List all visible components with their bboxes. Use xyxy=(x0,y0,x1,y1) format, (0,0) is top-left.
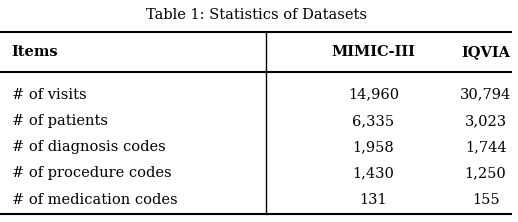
Text: 1,250: 1,250 xyxy=(465,166,507,180)
Text: 30,794: 30,794 xyxy=(460,87,511,101)
Text: 1,430: 1,430 xyxy=(353,166,394,180)
Text: # of diagnosis codes: # of diagnosis codes xyxy=(11,140,165,154)
Text: 3,023: 3,023 xyxy=(465,114,507,128)
Text: 14,960: 14,960 xyxy=(348,87,399,101)
Text: IQVIA: IQVIA xyxy=(461,45,510,59)
Text: # of medication codes: # of medication codes xyxy=(11,193,177,207)
Text: # of visits: # of visits xyxy=(11,87,86,101)
Text: # of patients: # of patients xyxy=(11,114,108,128)
Text: 6,335: 6,335 xyxy=(352,114,395,128)
Text: 1,744: 1,744 xyxy=(465,140,507,154)
Text: 1,958: 1,958 xyxy=(353,140,394,154)
Text: Items: Items xyxy=(11,45,58,59)
Text: 155: 155 xyxy=(472,193,499,207)
Text: 131: 131 xyxy=(359,193,387,207)
Text: # of procedure codes: # of procedure codes xyxy=(11,166,171,180)
Text: MIMIC-III: MIMIC-III xyxy=(332,45,415,59)
Text: Table 1: Statistics of Datasets: Table 1: Statistics of Datasets xyxy=(146,8,367,22)
